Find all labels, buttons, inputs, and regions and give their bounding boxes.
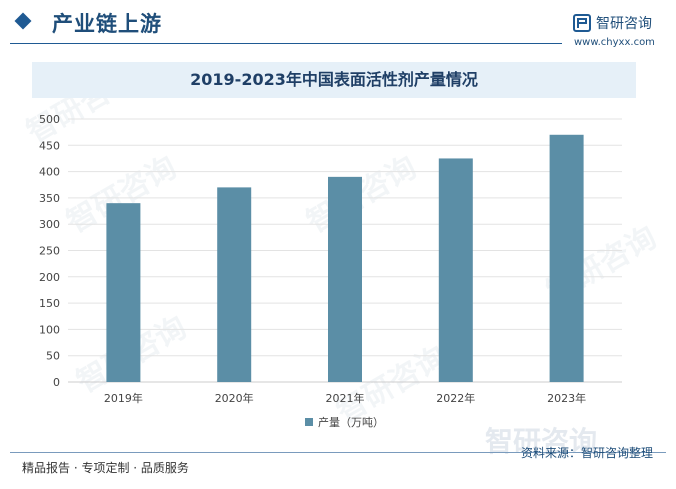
footer-tagline: 精品报告 · 专项定制 · 品质服务 [22, 461, 189, 475]
x-tick-label: 2020年 [215, 391, 254, 405]
header: 产业链上游 智研咨询 www.chyxx.com [0, 0, 676, 48]
y-tick-label: 400 [39, 166, 60, 179]
x-tick-label: 2023年 [547, 391, 586, 405]
section-title: 产业链上游 [52, 12, 162, 36]
brand-logo-icon [573, 14, 591, 32]
y-tick-label: 500 [39, 113, 60, 126]
x-tick-label: 2022年 [436, 391, 475, 405]
legend-swatch [305, 418, 313, 426]
diamond-icon [14, 12, 32, 30]
bar [549, 134, 584, 382]
y-tick-label: 200 [39, 271, 60, 284]
bar [106, 203, 141, 382]
x-tick-label: 2019年 [104, 391, 143, 405]
y-tick-label: 0 [53, 376, 60, 389]
y-tick-label: 50 [46, 350, 60, 363]
x-tick-label: 2021年 [326, 391, 365, 405]
chart-title: 2019-2023年中国表面活性剂产量情况 [190, 70, 478, 89]
brand-url: www.chyxx.com [574, 37, 655, 48]
legend-label: 产量（万吨） [318, 415, 384, 429]
y-tick-label: 450 [39, 139, 60, 152]
bar [438, 158, 473, 382]
y-tick-label: 150 [39, 297, 60, 310]
header-divider [10, 43, 562, 44]
bar [217, 187, 252, 382]
y-tick-label: 250 [39, 245, 60, 258]
y-tick-label: 300 [39, 218, 60, 231]
bar-chart: 0 50 100 150 200 250 300 350 400 450 500 2019年 2020年… [39, 113, 622, 429]
y-tick-label: 100 [39, 323, 60, 336]
y-tick-label: 350 [39, 192, 60, 205]
bar [328, 176, 362, 382]
brand-name: 智研咨询 [596, 16, 652, 32]
footer-divider [10, 452, 666, 453]
data-source: 资料来源：智研咨询整理 [521, 446, 654, 460]
chart-title-box: 2019-2023年中国表面活性剂产量情况 [32, 62, 636, 98]
